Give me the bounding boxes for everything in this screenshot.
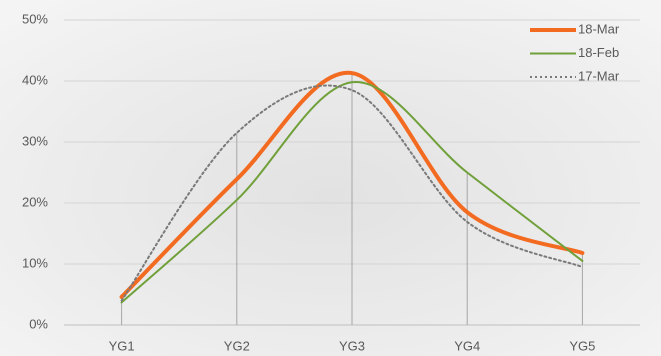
legend-label: 18-Mar	[578, 21, 620, 36]
chart: 0% 10% 20% 30% 40% 50% YG1 YG2 YG3 YG4 YG5 18-Mar 18…	[0, 0, 661, 356]
x-tick-label: YG2	[224, 338, 250, 353]
y-tick-label: 10%	[22, 255, 48, 270]
y-tick-label: 30%	[22, 133, 48, 148]
x-tick-label: YG3	[339, 338, 365, 353]
x-tick-label: YG4	[454, 338, 480, 353]
x-tick-label: YG5	[569, 338, 595, 353]
y-tick-label: 40%	[22, 72, 48, 87]
y-tick-label: 20%	[22, 194, 48, 209]
legend-label: 18-Feb	[578, 45, 619, 60]
x-tick-label: YG1	[109, 338, 135, 353]
y-tick-label: 50%	[22, 11, 48, 26]
legend-label: 17-Mar	[578, 68, 620, 83]
y-tick-label: 0%	[29, 316, 48, 331]
